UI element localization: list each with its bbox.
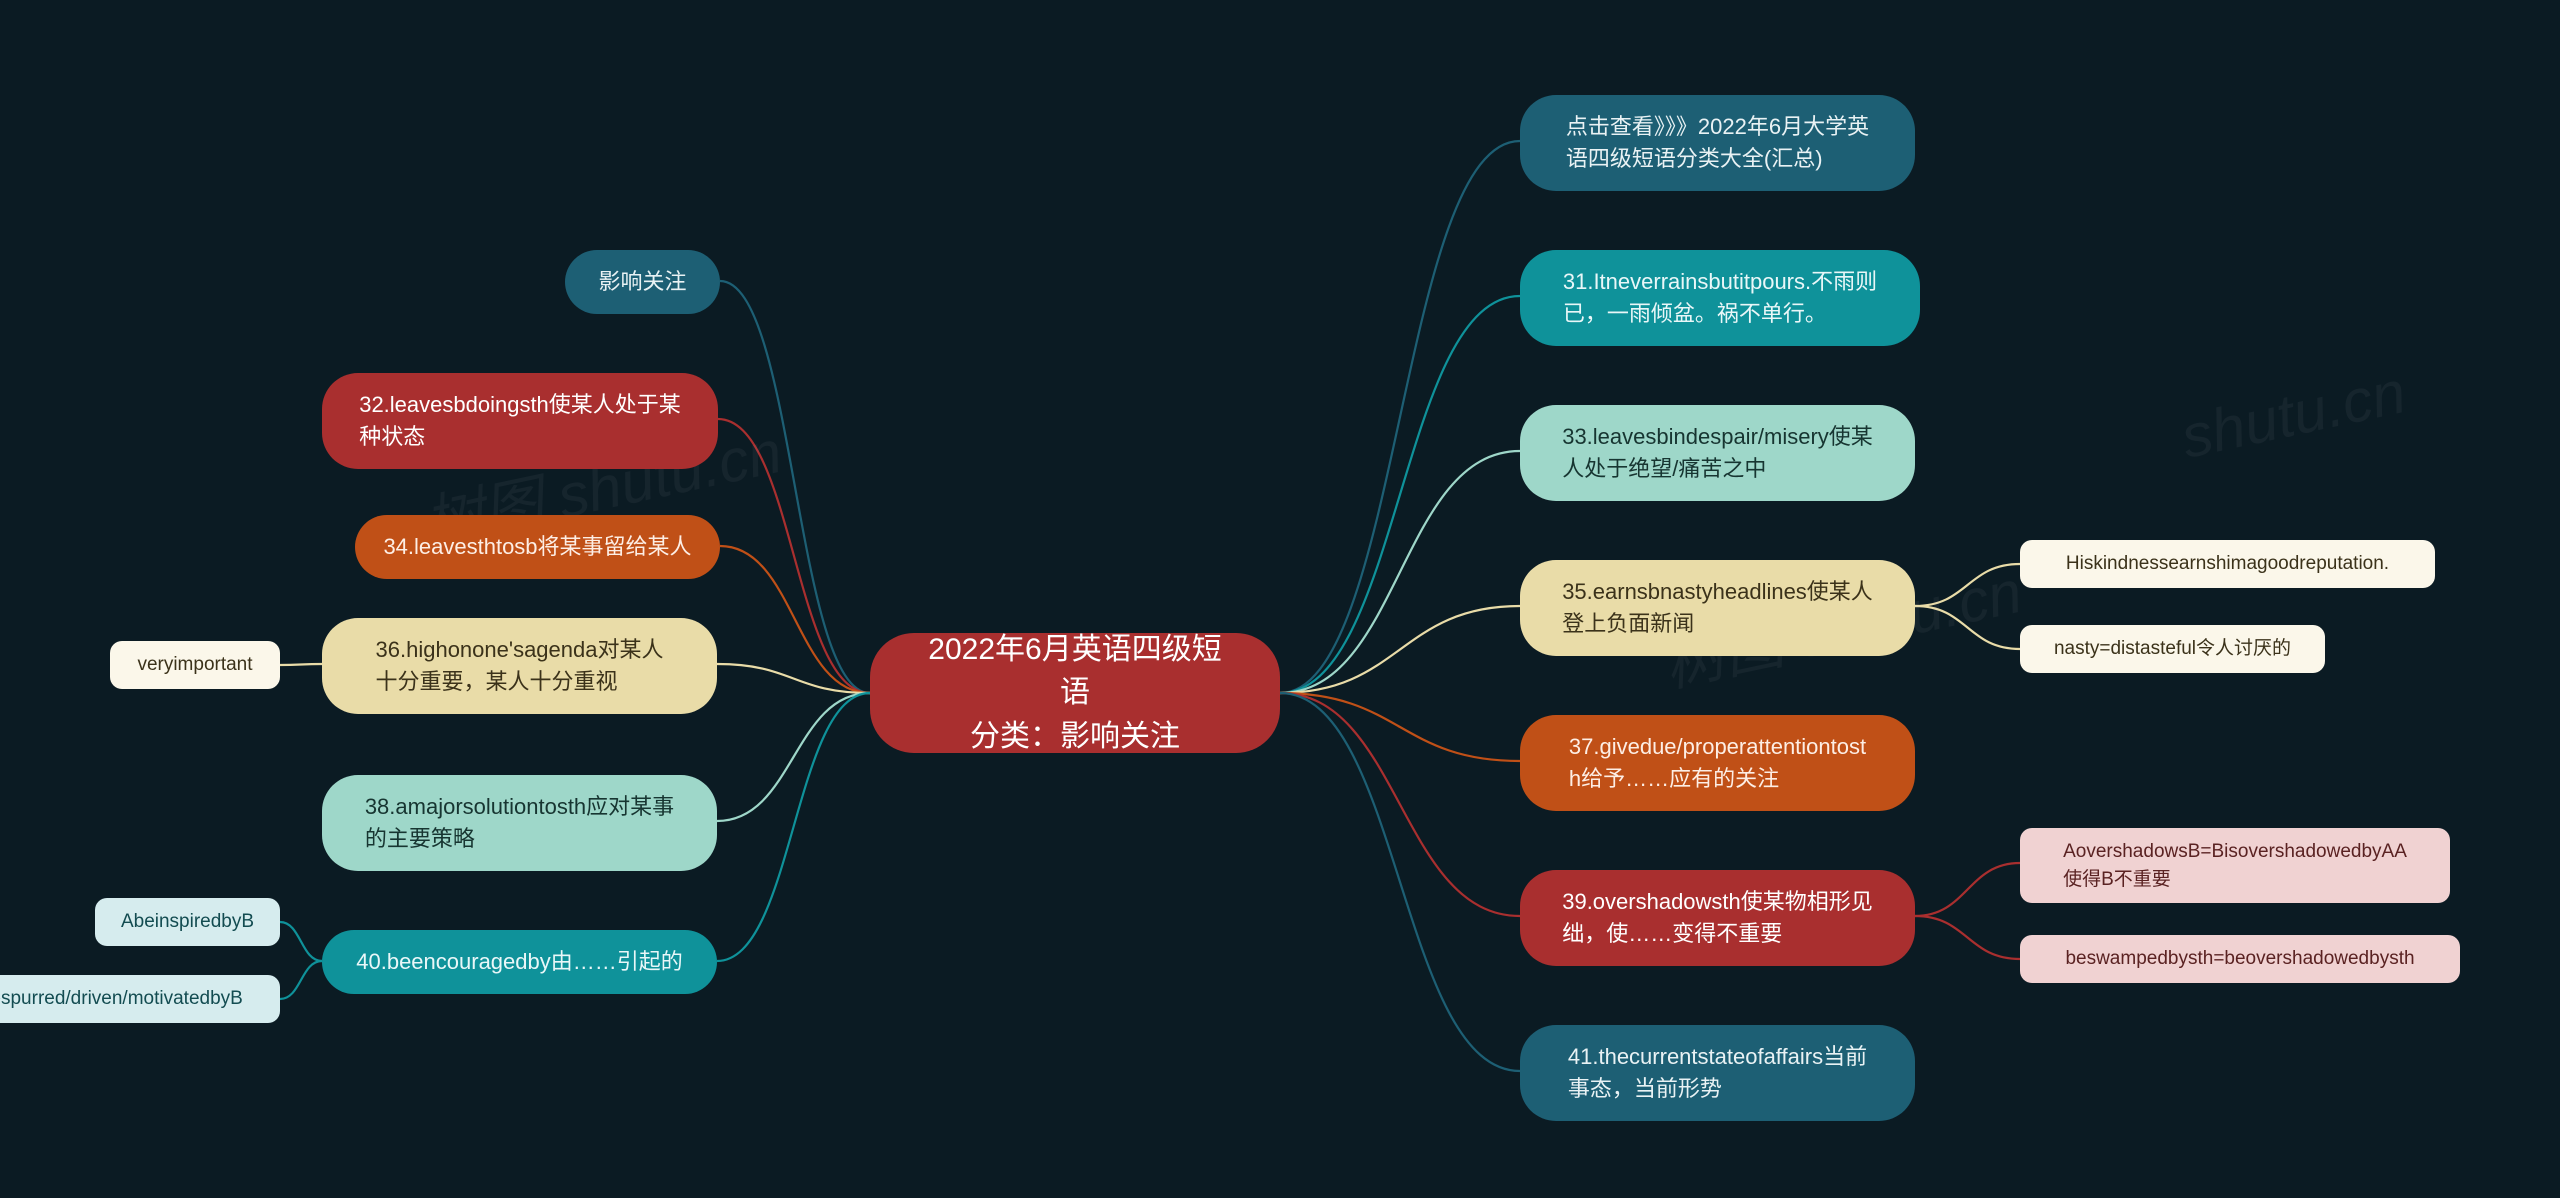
branch-n_38: 38.amajorsolutiontosth应对某事 的主要策略 [322,775,717,871]
branch-n_31: 31.Itneverrainsbutitpours.不雨则 已，一雨倾盆。祸不单… [1520,250,1920,346]
branch-n_infl: 影响关注 [565,250,720,314]
branch-n_39: 39.overshadowsth使某物相形见 绌，使……变得不重要 [1520,870,1915,966]
leaf-n_39b: beswampedbysth=beovershadowedbysth [2020,935,2460,983]
branch-n_41: 41.thecurrentstateofaffairs当前 事态，当前形势 [1520,1025,1915,1121]
leaf-n_40a: AbeinspiredbyB [95,898,280,946]
branch-n_32: 32.leavesbdoingsth使某人处于某 种状态 [322,373,718,469]
leaf-n_36a: veryimportant [110,641,280,689]
branch-n_click: 点击查看》》》2022年6月大学英 语四级短语分类大全(汇总) [1520,95,1915,191]
branch-n_40: 40.beencouragedby由……引起的 [322,930,717,994]
branch-n_36: 36.highonone'sagenda对某人 十分重要，某人十分重视 [322,618,717,714]
branch-n_35: 35.earnsbnastyheadlines使某人 登上负面新闻 [1520,560,1915,656]
connector-layer [0,0,2560,1198]
branch-n_34: 34.leavesthtosb将某事留给某人 [355,515,720,579]
center-node: 2022年6月英语四级短语 分类：影响关注 [870,633,1280,753]
leaf-n_35a: Hiskindnessearnshimagoodreputation. [2020,540,2435,588]
branch-n_37: 37.givedue/properattentiontost h给予……应有的关… [1520,715,1915,811]
leaf-n_39a: AovershadowsB=BisovershadowedbyAA 使得B不重要 [2020,828,2450,903]
leaf-n_40b: Abespurred/driven/motivatedbyB [0,975,280,1023]
branch-n_33: 33.leavesbindespair/misery使某 人处于绝望/痛苦之中 [1520,405,1915,501]
watermark-3: shutu.cn [2175,357,2411,472]
leaf-n_35b: nasty=distasteful令人讨厌的 [2020,625,2325,673]
